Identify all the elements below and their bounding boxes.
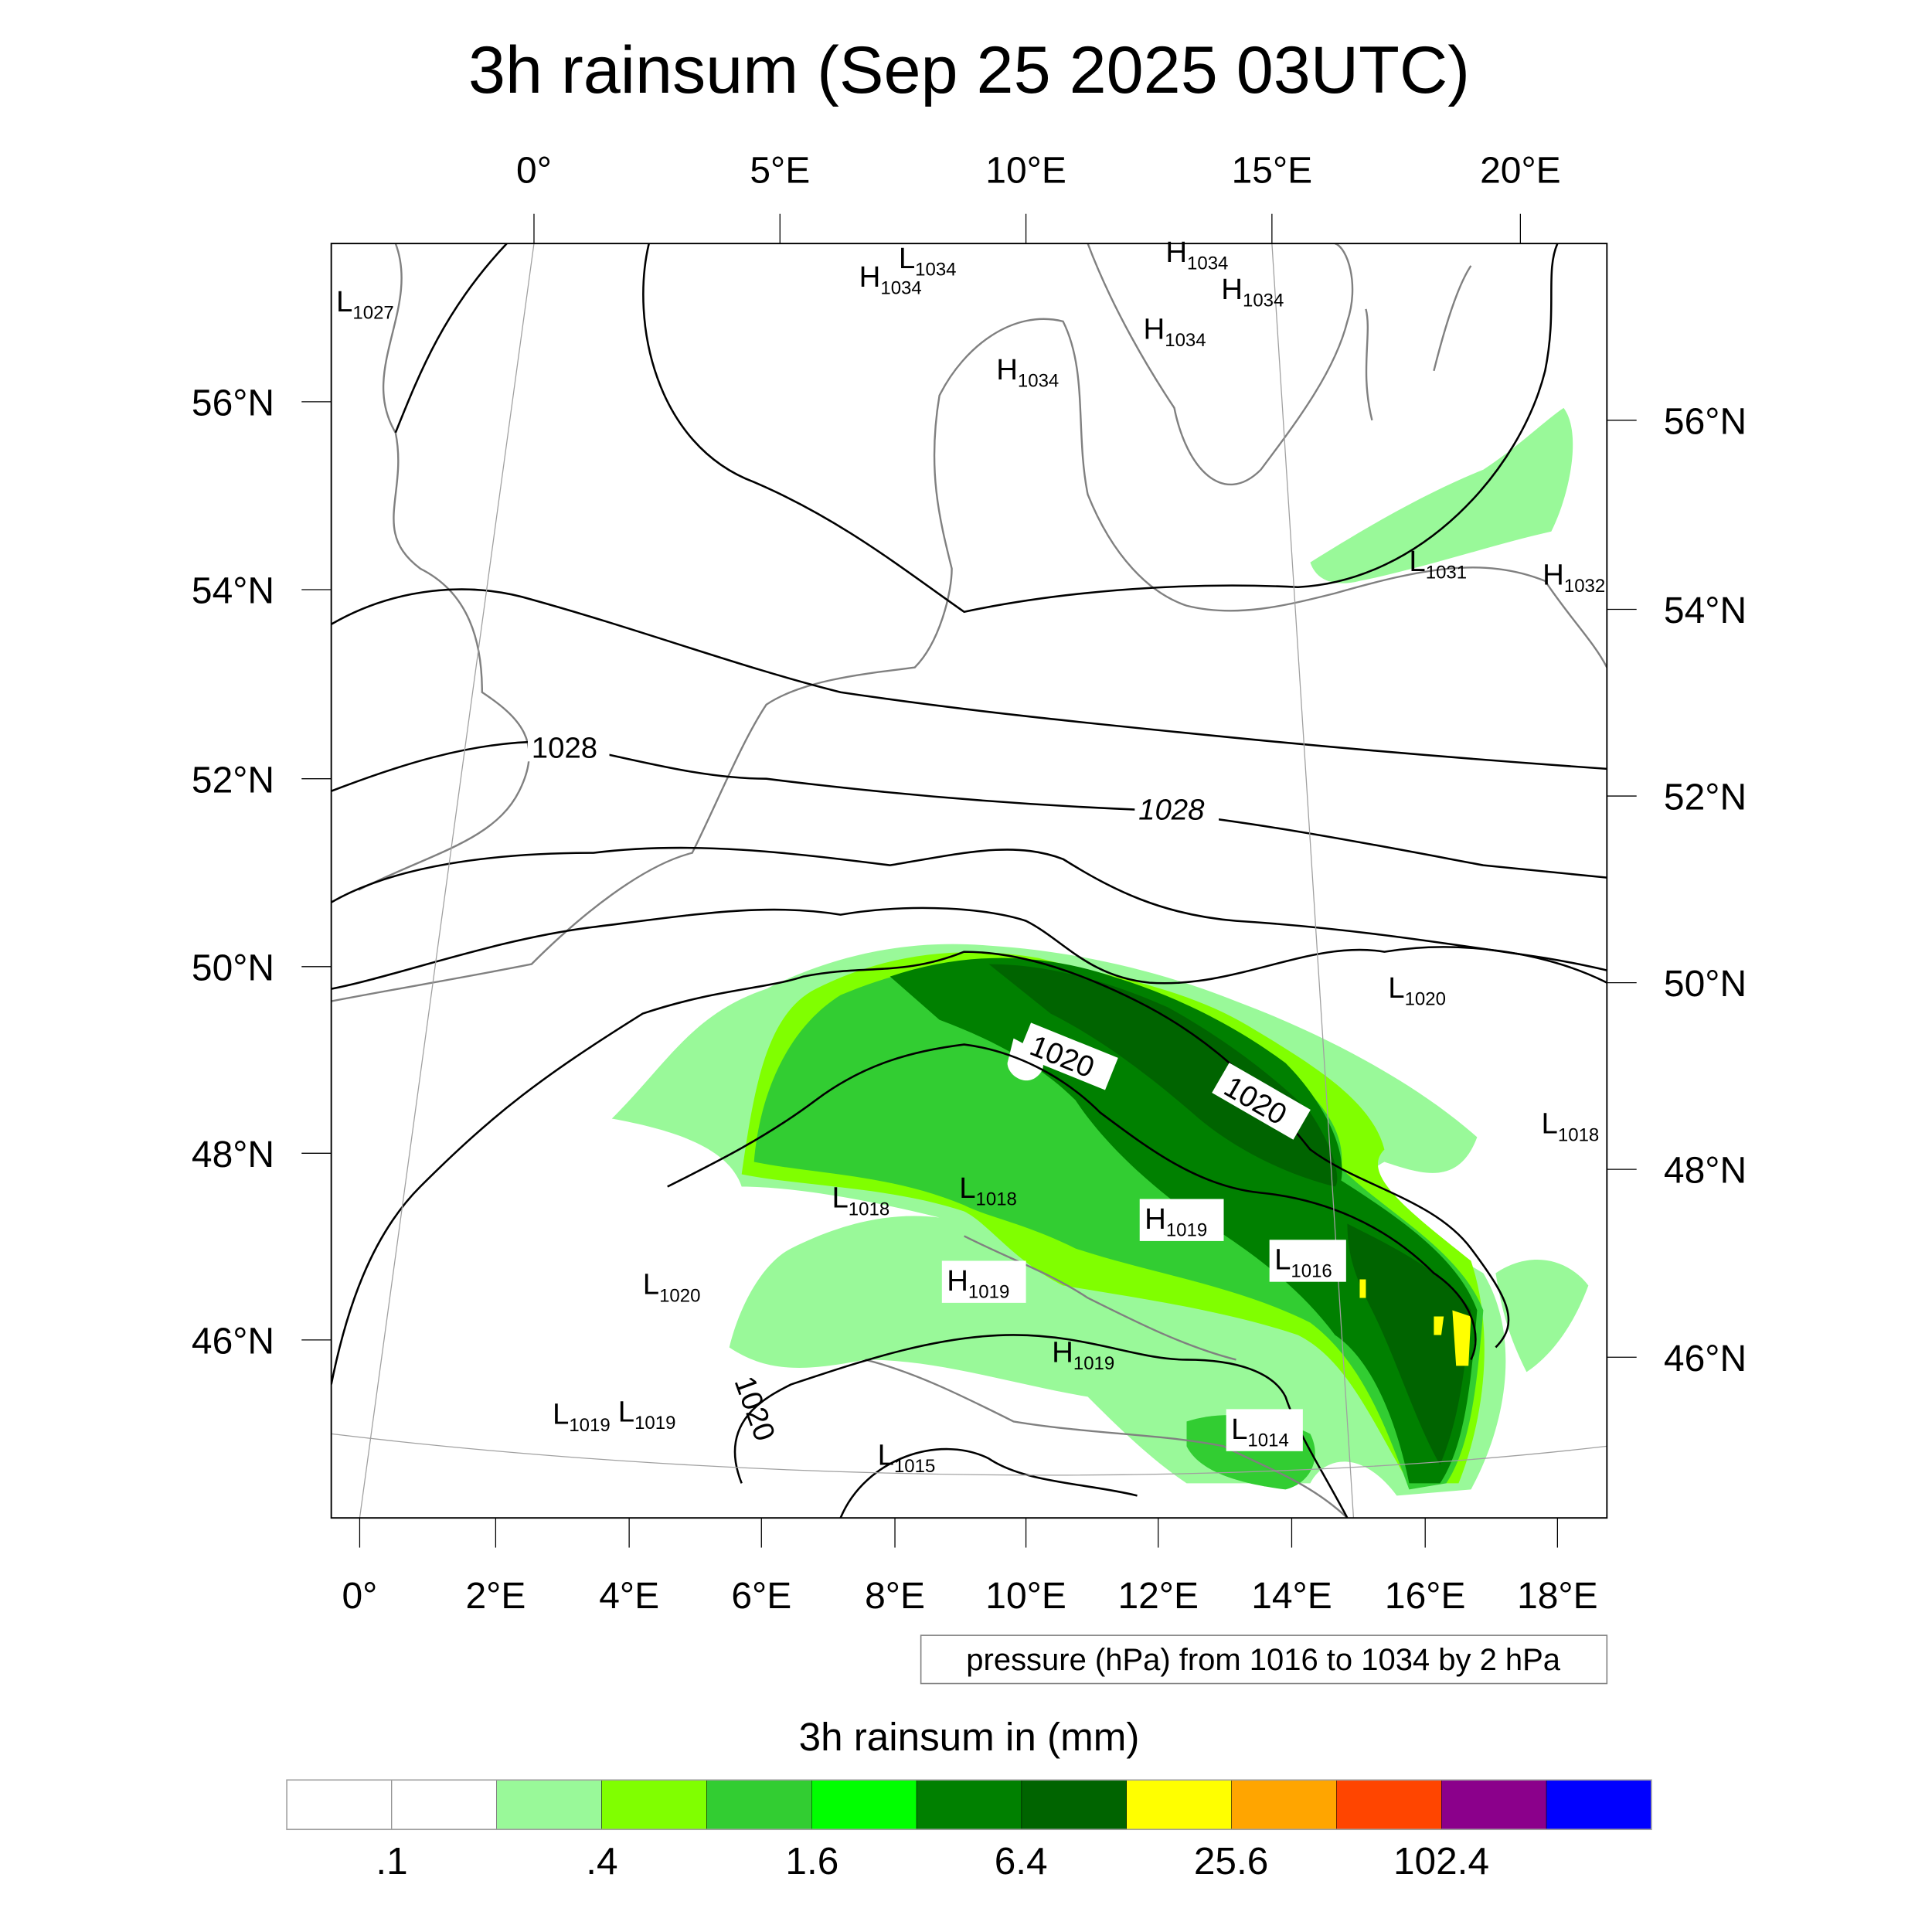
bottom-lon-label: 2°E	[465, 1576, 526, 1617]
bottom-lon-label: 8°E	[865, 1576, 925, 1617]
left-lat-label: 54°N	[192, 571, 274, 612]
pressure-center-labels: L1027 L1034 H1034 H1034 H1034 H1034 H103…	[336, 236, 1605, 1477]
colorbar-swatch	[811, 1780, 917, 1830]
pressure-center-label: H1032	[1543, 559, 1605, 597]
right-axis	[1607, 420, 1637, 1358]
colorbar-swatch	[1336, 1780, 1442, 1830]
pressure-center-label: L1018	[1542, 1107, 1600, 1146]
colorbar-swatch	[496, 1780, 602, 1830]
pressure-center-label: H1034	[996, 353, 1059, 392]
pressure-center-label: L1015	[878, 1438, 936, 1477]
bottom-lon-label: 18°E	[1517, 1576, 1598, 1617]
pressure-center-label: H1019	[947, 1264, 1009, 1303]
left-lat-label: 50°N	[192, 947, 274, 988]
left-lat-label: 46°N	[192, 1321, 274, 1362]
pressure-center-label: L1019	[618, 1395, 676, 1434]
colorbar-label: 25.6	[1194, 1839, 1269, 1883]
pressure-center-label: H1019	[1145, 1202, 1207, 1241]
pressure-center-label: L1018	[959, 1172, 1017, 1210]
contour-label: 1028	[1138, 793, 1205, 826]
top-lon-label: 0°	[516, 151, 552, 192]
pressure-center-label: L1020	[1388, 971, 1446, 1010]
colorbar-swatch	[706, 1780, 812, 1830]
left-lat-label: 52°N	[192, 760, 274, 801]
pressure-center-label: H1034	[1144, 312, 1206, 351]
right-lat-label: 54°N	[1664, 590, 1747, 631]
bottom-lon-label: 14°E	[1251, 1576, 1332, 1617]
contour-info-text: pressure (hPa) from 1016 to 1034 by 2 hP…	[966, 1643, 1561, 1677]
figure-title: 3h rainsum (Sep 25 2025 03UTC)	[468, 33, 1470, 107]
pressure-center-label: L1020	[643, 1268, 701, 1307]
top-lon-label: 10°E	[985, 151, 1066, 192]
bottom-lon-label: 16°E	[1385, 1576, 1466, 1617]
colorbar-swatch	[601, 1780, 707, 1830]
colorbar-swatch	[286, 1780, 393, 1830]
left-axis	[301, 401, 332, 1341]
bottom-lon-label: 10°E	[985, 1576, 1066, 1617]
pressure-center-label: H1034	[859, 260, 922, 299]
bottom-lon-label: 0°	[342, 1576, 378, 1617]
bottom-axis	[359, 1518, 1558, 1548]
coastlines	[331, 243, 1607, 1519]
colorbar-swatch	[1021, 1780, 1127, 1830]
pressure-center-label: L1019	[553, 1398, 611, 1437]
pressure-center-label: L1034	[899, 242, 957, 281]
bottom-lon-label: 6°E	[731, 1576, 791, 1617]
colorbar	[286, 1779, 1652, 1831]
pressure-center-label: L1027	[336, 285, 394, 324]
map-panel	[330, 243, 1608, 1519]
right-lat-label: 50°N	[1664, 964, 1747, 1005]
left-lat-label: 56°N	[192, 383, 274, 423]
graticule	[331, 243, 1607, 1519]
bottom-lon-label: 12°E	[1117, 1576, 1199, 1617]
left-lat-label: 48°N	[192, 1134, 274, 1175]
pressure-center-label: H1034	[1221, 273, 1284, 311]
colorbar-swatch	[1231, 1780, 1337, 1830]
isobars	[331, 243, 1607, 1519]
colorbar-label: 6.4	[995, 1839, 1048, 1883]
pressure-center-label: L1031	[1409, 545, 1467, 583]
colorbar-frame	[286, 1779, 1652, 1831]
colorbar-swatch	[1126, 1780, 1232, 1830]
pressure-center-label: L1016	[1274, 1243, 1332, 1282]
right-lat-label: 56°N	[1664, 401, 1747, 442]
pressure-center-label: H1019	[1052, 1336, 1114, 1375]
right-lat-label: 46°N	[1664, 1338, 1747, 1379]
colorbar-swatch	[1546, 1780, 1652, 1830]
pressure-center-label: L1018	[832, 1182, 889, 1220]
colorbar-swatch	[391, 1780, 497, 1830]
top-lon-label: 20°E	[1480, 151, 1561, 192]
colorbar-label: .4	[586, 1839, 617, 1883]
bottom-lon-label: 4°E	[599, 1576, 659, 1617]
top-lon-label: 15°E	[1232, 151, 1313, 192]
colorbar-title: 3h rainsum in (mm)	[799, 1715, 1140, 1759]
top-axis	[533, 213, 1522, 244]
top-lon-label: 5°E	[750, 151, 810, 192]
colorbar-swatch	[916, 1780, 1022, 1830]
right-lat-label: 48°N	[1664, 1151, 1747, 1192]
contour-label: 1028	[532, 731, 597, 764]
pressure-center-label: H1034	[1165, 236, 1228, 274]
rain-field	[611, 407, 1589, 1496]
colorbar-label: 1.6	[785, 1839, 838, 1883]
pressure-center-label: L1014	[1231, 1413, 1289, 1451]
colorbar-label: 102.4	[1393, 1839, 1489, 1883]
map-frame	[330, 243, 1608, 1519]
right-lat-label: 52°N	[1664, 777, 1747, 818]
colorbar-label: .1	[376, 1839, 407, 1883]
contour-info-box: pressure (hPa) from 1016 to 1034 by 2 hP…	[920, 1634, 1608, 1685]
colorbar-swatch	[1441, 1780, 1547, 1830]
